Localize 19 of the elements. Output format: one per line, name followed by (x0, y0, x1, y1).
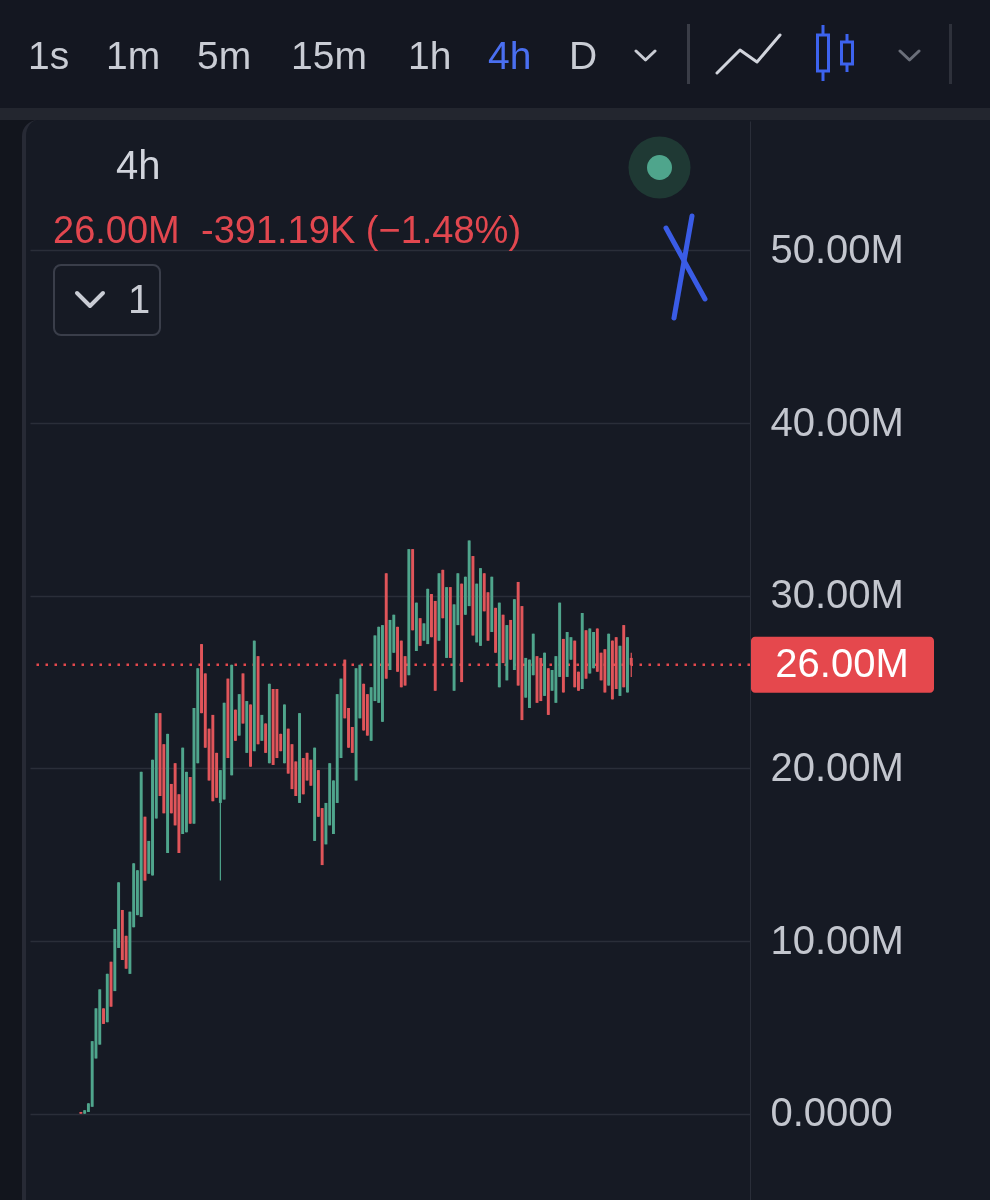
candlestick (629, 652, 633, 678)
text: 1h (408, 34, 452, 77)
text: 15m (291, 34, 367, 77)
y-tick-label: 30.00M (770, 572, 904, 617)
text: 1s (28, 34, 70, 77)
annotation: 1 (128, 277, 151, 321)
annotation: -391.19K (−1.48%) (201, 209, 522, 251)
text: D (569, 34, 598, 77)
ref-line-label: 26.00M (775, 640, 909, 685)
text: 1m (106, 34, 161, 77)
text: 4h (116, 143, 161, 187)
y-tick-label: 50.00M (770, 226, 904, 271)
annotation: 26.00M (53, 209, 180, 251)
y-tick-label: 10.00M (770, 917, 904, 962)
text: 4h (488, 34, 532, 77)
y-tick-label: 40.00M (770, 399, 904, 444)
text: 5m (197, 34, 252, 77)
y-tick-label: 20.00M (770, 744, 904, 789)
y-tick-label: 0.0000 (770, 1090, 893, 1135)
